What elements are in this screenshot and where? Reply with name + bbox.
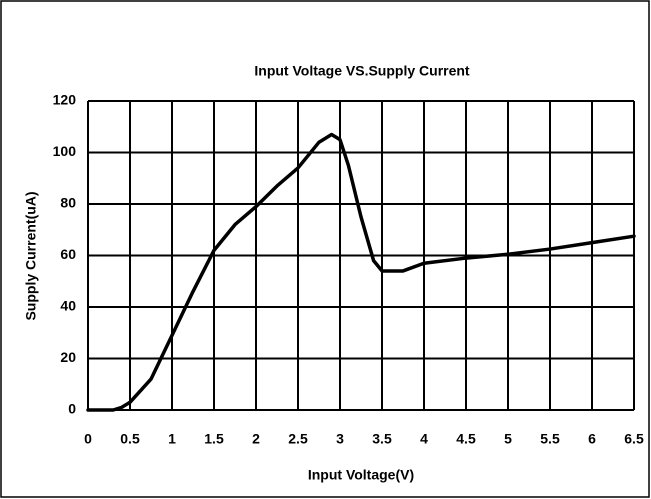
chart-title: Input Voltage VS.Supply Current: [254, 63, 470, 79]
y-tick-label: 20: [60, 349, 76, 365]
x-tick-label: 2.5: [288, 431, 308, 447]
x-tick-label: 2: [252, 431, 260, 447]
y-tick-label: 80: [60, 195, 76, 211]
y-tick-label: 0: [68, 401, 76, 417]
y-axis-label: Supply Current(uA): [23, 191, 39, 320]
x-tick-label: 3.5: [372, 431, 392, 447]
y-tick-label: 120: [53, 92, 77, 108]
x-tick-label: 1: [168, 431, 176, 447]
x-tick-label: 5: [504, 431, 512, 447]
x-tick-label: 0: [84, 431, 92, 447]
x-tick-label: 4.5: [456, 431, 476, 447]
x-tick-label: 6: [588, 431, 596, 447]
x-tick-label: 0.5: [120, 431, 140, 447]
x-axis-label: Input Voltage(V): [308, 467, 414, 483]
x-tick-label: 4: [420, 431, 428, 447]
x-tick-label: 6.5: [624, 431, 644, 447]
x-tick-label: 5.5: [540, 431, 560, 447]
x-tick-label: 3: [336, 431, 344, 447]
x-tick-label: 1.5: [204, 431, 224, 447]
y-tick-label: 60: [60, 246, 76, 262]
y-tick-label: 100: [53, 143, 77, 159]
y-tick-label: 40: [60, 298, 76, 314]
data-line: [86, 132, 636, 412]
